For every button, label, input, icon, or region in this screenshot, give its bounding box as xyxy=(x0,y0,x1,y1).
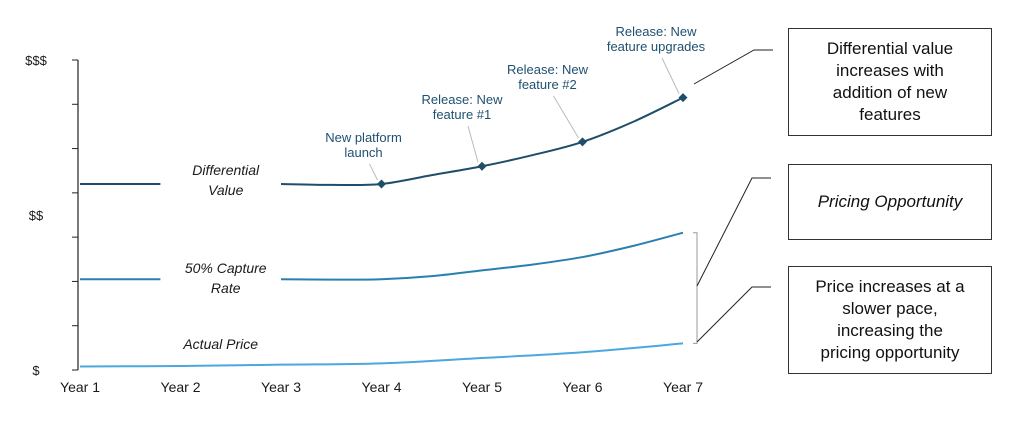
milestone-marker xyxy=(377,179,386,189)
annotation-leader xyxy=(467,125,479,163)
annotation-leader xyxy=(369,163,378,181)
x-tick-label: Year 4 xyxy=(362,379,402,395)
opportunity-bracket xyxy=(693,232,698,344)
x-tick-label: Year 6 xyxy=(563,379,603,395)
callout-connector xyxy=(696,177,771,287)
series-label: 50% Capture Rate xyxy=(185,260,267,296)
callout-connector xyxy=(693,49,773,85)
x-tick-label: Year 7 xyxy=(663,379,703,395)
callout-differential-value: Differential value increases with additi… xyxy=(788,28,992,136)
series-line xyxy=(79,342,684,368)
y-tick-label: $$$ xyxy=(25,53,47,68)
annotation-label: New platform launch xyxy=(325,130,402,160)
series-label: Differential Value xyxy=(192,162,260,198)
series-line xyxy=(280,231,684,281)
callout-connector xyxy=(696,286,771,343)
milestone-marker xyxy=(578,137,587,147)
x-tick-label: Year 2 xyxy=(161,379,201,395)
y-tick-label: $$ xyxy=(29,208,44,223)
annotation-label: Release: New feature #2 xyxy=(507,62,589,92)
callout-price-increases: Price increases at a slower pace, increa… xyxy=(788,266,992,374)
series-label: Actual Price xyxy=(182,336,258,352)
milestone-marker xyxy=(477,161,487,171)
x-tick-label: Year 1 xyxy=(60,379,100,395)
annotation-leader xyxy=(661,57,680,94)
annotation-label: Release: New feature upgrades xyxy=(607,24,706,54)
x-tick-label: Year 3 xyxy=(261,379,301,395)
annotation-leader xyxy=(553,95,579,139)
milestone-marker xyxy=(678,93,688,103)
callout-pricing-opportunity: Pricing Opportunity xyxy=(788,164,992,240)
y-tick-label: $ xyxy=(32,363,40,378)
x-tick-label: Year 5 xyxy=(462,379,502,395)
annotation-label: Release: New feature #1 xyxy=(422,92,504,122)
